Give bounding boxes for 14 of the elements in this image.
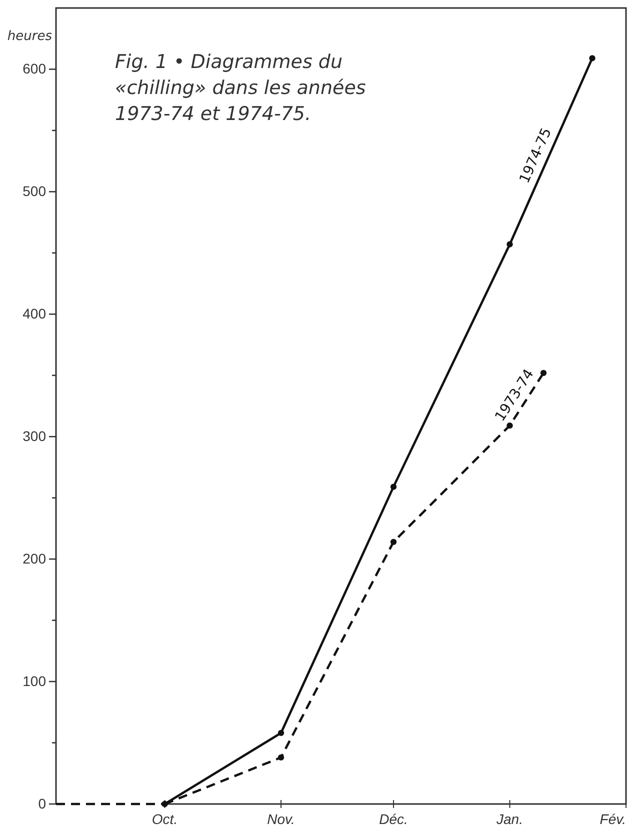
- x-tick-label: Jan.: [496, 810, 523, 827]
- y-axis-title: heures: [7, 29, 52, 44]
- y-tick-label: 600: [22, 60, 46, 77]
- x-tick-label: Fév.: [600, 810, 626, 827]
- y-tick-label: 100: [22, 673, 46, 690]
- x-tick-label: Oct.: [152, 810, 178, 827]
- y-tick-label: 200: [22, 550, 46, 567]
- y-tick-label: 300: [22, 428, 46, 444]
- x-tick-label: Nov.: [267, 810, 295, 827]
- y-tick-label: 0: [38, 795, 46, 812]
- y-tick-label: 500: [22, 183, 46, 200]
- y-tick-label: 400: [22, 306, 46, 322]
- text: Fig. 1 • Diagrammes du «chilling» dans les années 1973-74 et 1974-75.: [115, 51, 366, 125]
- x-tick-label: Déc.: [379, 810, 408, 827]
